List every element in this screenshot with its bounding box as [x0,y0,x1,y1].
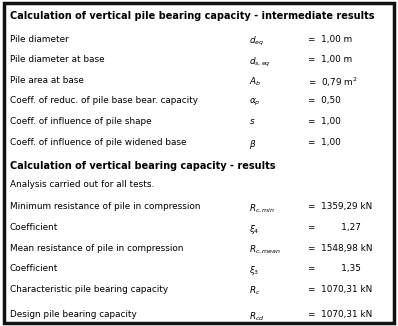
Text: =  1,00 m: = 1,00 m [308,55,353,65]
Text: Calculation of vertical bearing capacity - results: Calculation of vertical bearing capacity… [10,161,275,171]
Text: =  1070,31 kN: = 1070,31 kN [308,310,373,319]
Text: $d_{s,eq}$: $d_{s,eq}$ [249,55,270,68]
Text: =         1,27: = 1,27 [308,223,361,232]
Text: $\xi_3$: $\xi_3$ [249,264,259,277]
Text: =  1070,31 kN: = 1070,31 kN [308,285,373,294]
Text: Pile diameter: Pile diameter [10,35,69,44]
Text: =  1,00: = 1,00 [308,138,341,147]
Text: $A_b$: $A_b$ [249,76,261,88]
Text: =  1548,98 kN: = 1548,98 kN [308,244,373,253]
Text: $R_{c,min}$: $R_{c,min}$ [249,202,275,215]
Text: $\alpha_p$: $\alpha_p$ [249,96,260,108]
Text: $\xi_4$: $\xi_4$ [249,223,259,236]
Text: Coeff. of influence of pile shape: Coeff. of influence of pile shape [10,117,152,126]
Text: Analysis carried out for all tests.: Analysis carried out for all tests. [10,180,154,189]
Text: =  1,00 m: = 1,00 m [308,35,353,44]
Text: Design pile bearing capacity: Design pile bearing capacity [10,310,137,319]
Text: $d_{eq}$: $d_{eq}$ [249,35,264,48]
Text: Coefficient: Coefficient [10,223,59,232]
Text: $R_{c,mean}$: $R_{c,mean}$ [249,244,281,256]
Text: $R_c$: $R_c$ [249,285,260,297]
Text: Pile diameter at base: Pile diameter at base [10,55,105,65]
FancyBboxPatch shape [4,3,394,323]
Text: Mean resistance of pile in compression: Mean resistance of pile in compression [10,244,183,253]
Text: =  1359,29 kN: = 1359,29 kN [308,202,373,212]
Text: Coeff. of influence of pile widened base: Coeff. of influence of pile widened base [10,138,186,147]
Text: Coeff. of reduc. of pile base bear. capacity: Coeff. of reduc. of pile base bear. capa… [10,96,198,106]
Text: $\beta$: $\beta$ [249,138,256,151]
Text: =  0,79 m$^2$: = 0,79 m$^2$ [308,76,358,89]
Text: $R_{cd}$: $R_{cd}$ [249,310,264,323]
Text: Minimum resistance of pile in compression: Minimum resistance of pile in compressio… [10,202,201,212]
Text: Coefficient: Coefficient [10,264,59,273]
Text: Calculation of vertical pile bearing capacity - intermediate results: Calculation of vertical pile bearing cap… [10,11,375,22]
Text: Pile area at base: Pile area at base [10,76,84,85]
Text: =         1,35: = 1,35 [308,264,361,273]
Text: =  0,50: = 0,50 [308,96,341,106]
Text: $s$: $s$ [249,117,255,126]
Text: =  1,00: = 1,00 [308,117,341,126]
Text: Characteristic pile bearing capacity: Characteristic pile bearing capacity [10,285,168,294]
